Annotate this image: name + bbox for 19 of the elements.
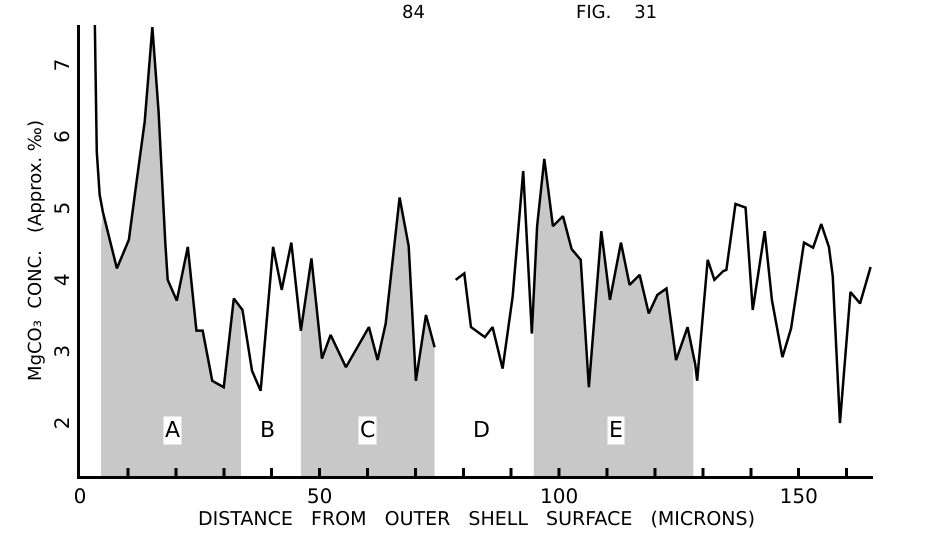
y-tick-label: 5 [50,202,74,214]
caption: FIG. 31 [576,2,658,23]
y-tick-label: 4 [50,273,74,286]
x-axis-title: DISTANCE FROM OUTER SHELL SURFACE (MICRONS) [198,508,755,530]
annotation: D [473,418,490,443]
x-tick-label: 0 [74,484,86,508]
y-tick-label: 7 [50,58,74,72]
x-tick-label: 100 [540,484,578,508]
x-tick-label: 150 [780,484,818,508]
annotation: C [360,418,376,443]
y-tick-label: 3 [50,344,74,358]
y-tick-label: 6 [50,130,74,143]
annotation: B [260,418,276,443]
y-axis-title: MgCO₃ CONC. (Approx. ‰) [25,120,46,381]
x-tick-label: 50 [306,484,332,508]
y-tick-label: 2 [50,416,74,430]
annotation: A [165,418,180,443]
text: 84 [402,2,425,23]
annotation: E [609,418,623,443]
